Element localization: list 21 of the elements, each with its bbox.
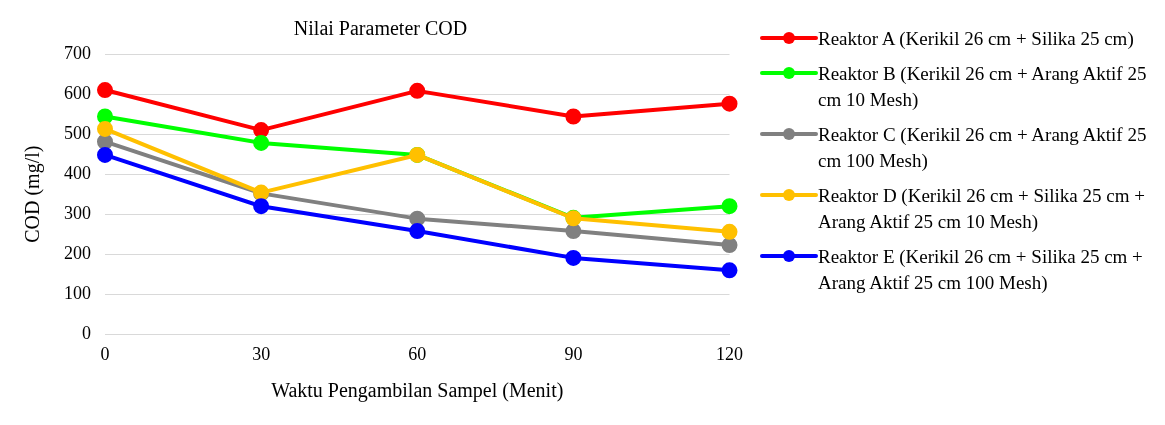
y-tick-label: 500 xyxy=(64,122,91,143)
y-tick-label: 100 xyxy=(64,283,91,304)
legend-label: Reaktor A (Kerikil 26 cm + Silika 25 cm) xyxy=(818,27,1134,51)
y-tick-label: 600 xyxy=(64,82,91,103)
y-tick-label: 400 xyxy=(64,162,91,183)
legend-label: Reaktor D (Kerikil 26 cm + Silika 25 cm + Arang Aktif 25 cm 10 Mesh) xyxy=(818,184,1146,234)
y-tick-label: 700 xyxy=(64,42,91,63)
x-tick-label: 30 xyxy=(252,343,271,364)
chart-title: Nilai Parameter COD xyxy=(293,17,468,40)
legend-label: Reaktor E (Kerikil 26 cm + Silika 25 cm + Arang Aktif 25 cm 100 Mesh) xyxy=(818,245,1144,295)
x-tick-label: 120 xyxy=(716,343,743,364)
x-axis-title: Waktu Pengambilan Sampel (Menit) xyxy=(271,379,564,403)
x-tick-label: 90 xyxy=(564,343,583,364)
x-tick-label: 60 xyxy=(408,343,427,364)
legend-label: Reaktor B (Kerikil 26 cm + Arang Aktif 25 cm 10 Mesh) xyxy=(818,62,1148,112)
y-tick-label: 0 xyxy=(82,323,91,344)
y-axis-title: COD (mg/l) xyxy=(21,145,45,243)
y-tick-label: 300 xyxy=(64,202,91,223)
y-tick-label: 200 xyxy=(64,243,91,264)
x-tick-label: 0 xyxy=(100,343,110,364)
legend-label: Reaktor C (Kerikil 26 cm + Arang Aktif 25 cm 100 Mesh) xyxy=(818,123,1148,173)
